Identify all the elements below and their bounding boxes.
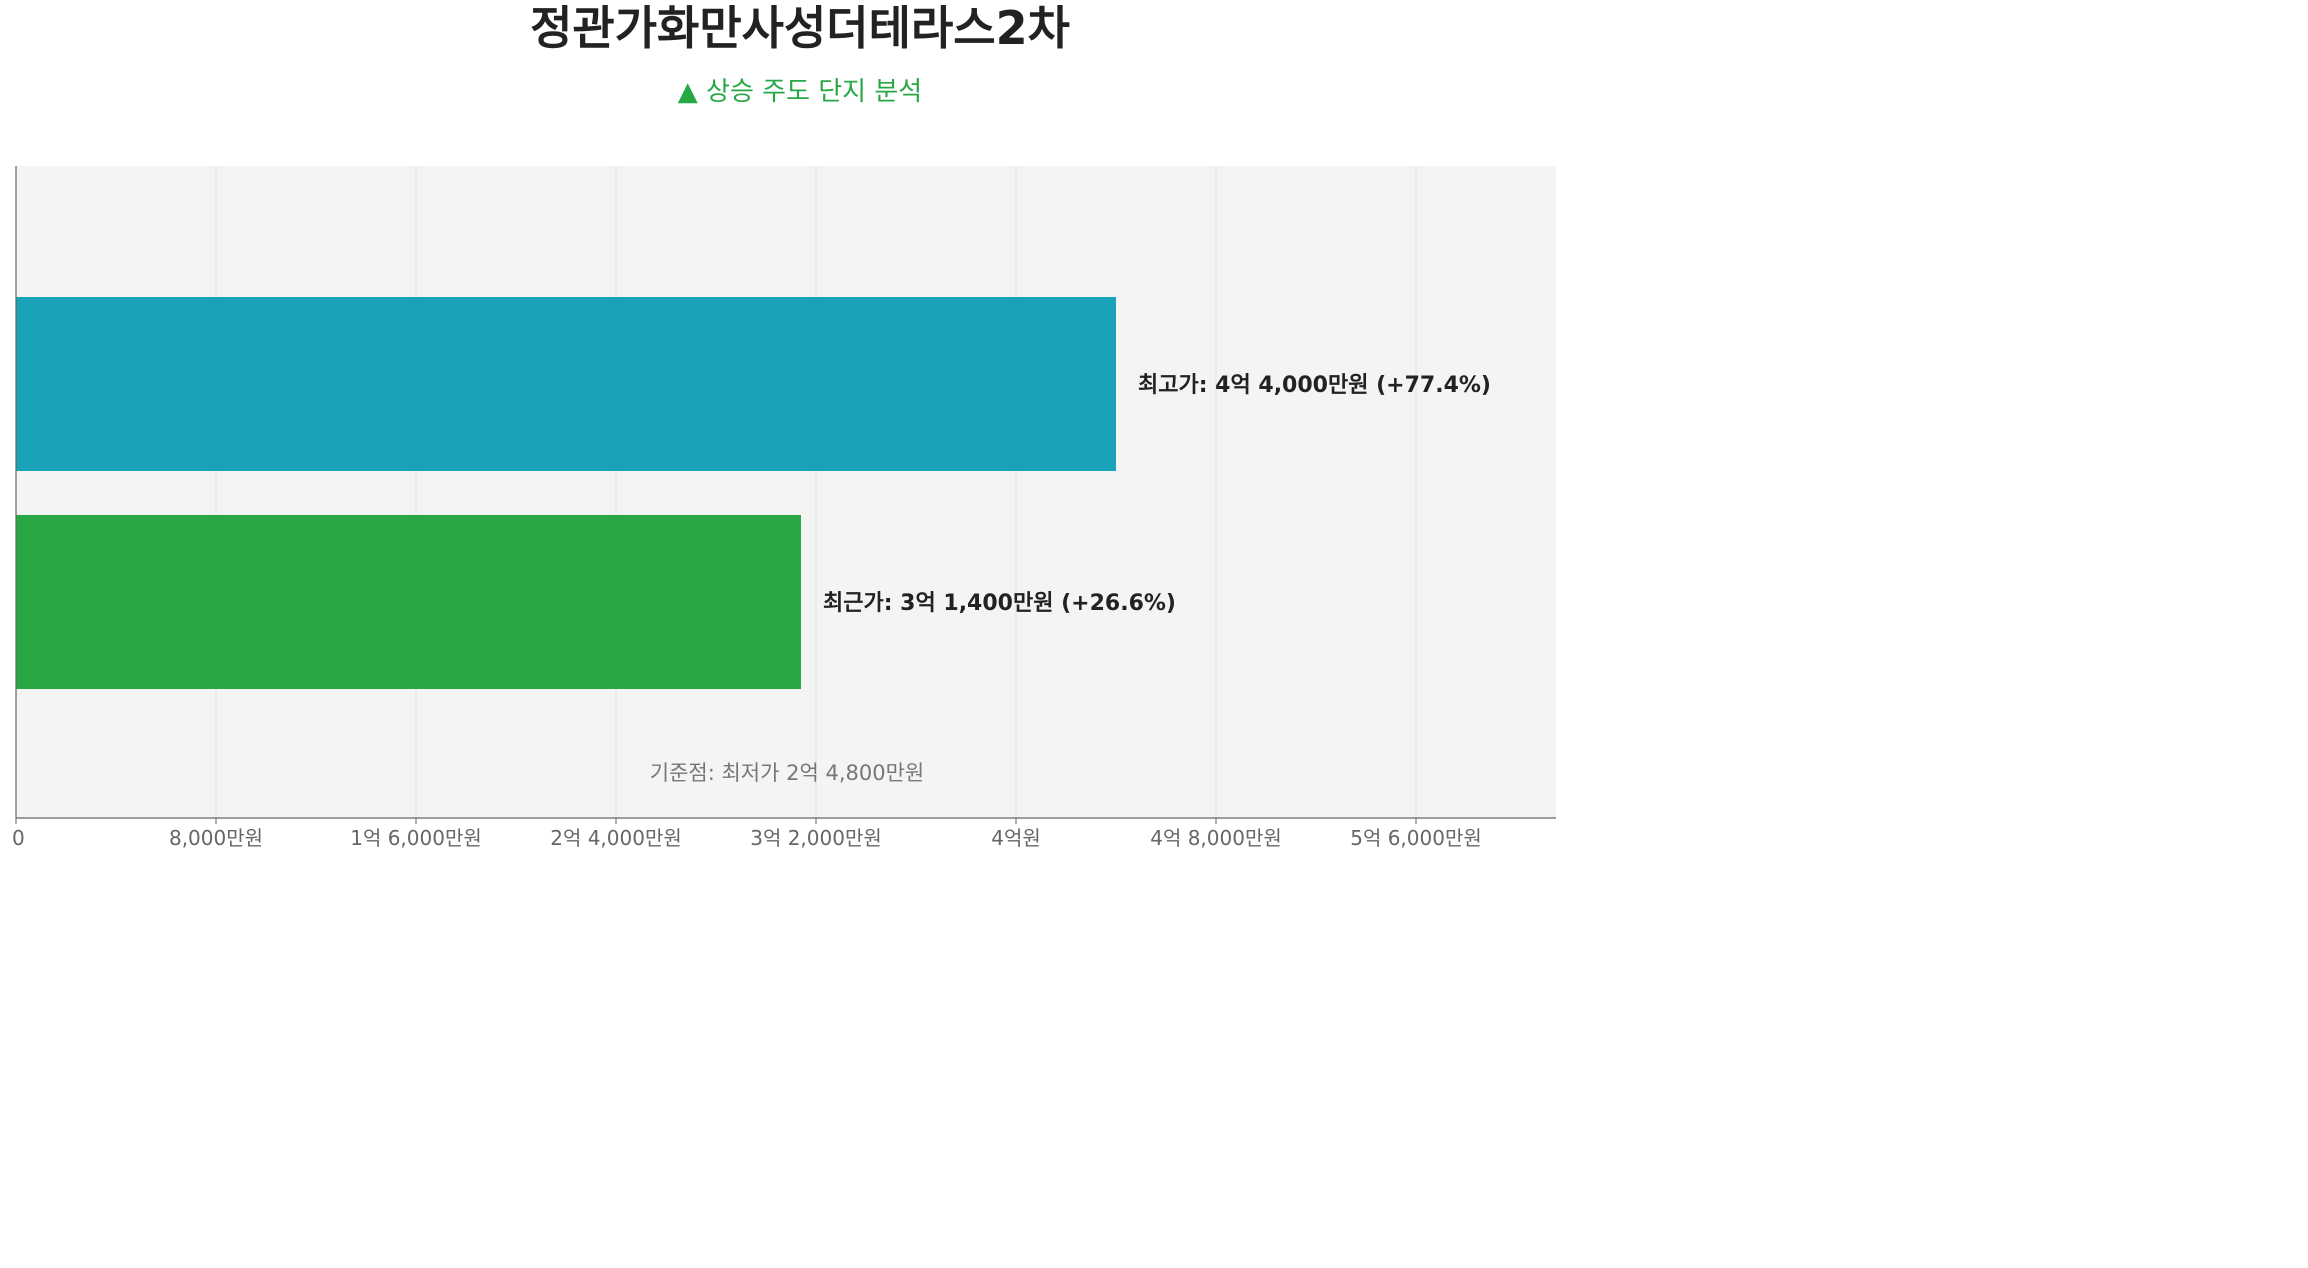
- x-tick-label: 0: [12, 826, 25, 850]
- bar-max: [16, 297, 1116, 471]
- chart-subtitle: ▲ 상승 주도 단지 분석: [677, 77, 923, 107]
- x-tick-label: 1억 6,000만원: [350, 826, 482, 850]
- x-tick-label: 3억 2,000만원: [750, 826, 882, 850]
- chart-root: 정관가화만사성더테라스2차 ▲ 상승 주도 단지 분석 최고가: 4억 4,00…: [0, 0, 1568, 862]
- x-tick-label: 8,000만원: [169, 826, 263, 850]
- bar-data-label: 최고가: 4억 4,000만원 (+77.4%): [1138, 373, 1491, 398]
- x-tick-label: 2억 4,000만원: [550, 826, 682, 850]
- bar-recent: [16, 515, 801, 689]
- x-tick-label: 4억원: [991, 826, 1041, 850]
- baseline-annotation: 기준점: 최저가 2억 4,800만원: [650, 761, 924, 785]
- chart-title: 정관가화만사성더테라스2차: [530, 1, 1070, 55]
- plot-background: [16, 166, 1556, 818]
- x-tick-label: 5억 6,000만원: [1350, 826, 1482, 850]
- bar-chart: 최고가: 4억 4,000만원 (+77.4%) 최근가: 3억 1,400만원 …: [12, 166, 1556, 850]
- x-tick-label: 4억 8,000만원: [1150, 826, 1282, 850]
- bar-data-label: 최근가: 3억 1,400만원 (+26.6%): [823, 591, 1176, 616]
